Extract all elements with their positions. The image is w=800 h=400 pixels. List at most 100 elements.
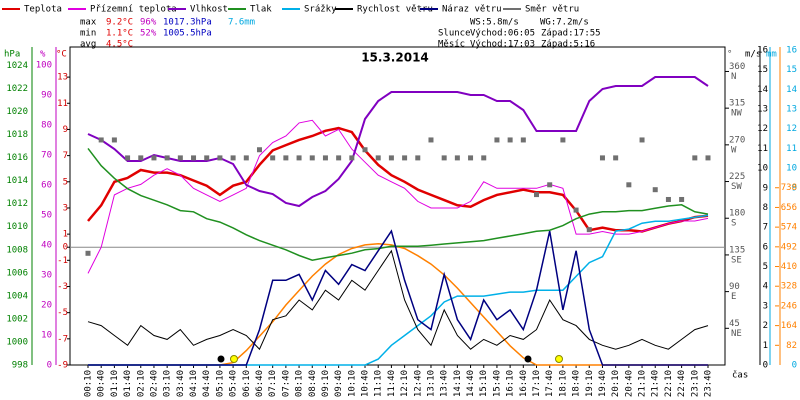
series-line xyxy=(88,229,708,366)
sun-info: Západ:17:55 xyxy=(541,29,601,39)
direction-dot xyxy=(573,207,579,213)
direction-dot xyxy=(177,155,183,161)
direction-dot xyxy=(111,137,117,143)
y-tick-label: 40 xyxy=(41,241,52,251)
y-tick-label: 1004 xyxy=(6,291,28,301)
x-tick-label: 16:10 xyxy=(506,370,516,397)
x-tick-label: 21:40 xyxy=(651,370,661,397)
moon-info: Západ:5:16 xyxy=(541,40,595,50)
axis-unit: ° xyxy=(727,50,732,60)
direction-dot xyxy=(441,155,447,161)
x-tick-label: 08:10 xyxy=(295,370,305,397)
y-tick-label: 60 xyxy=(41,181,52,191)
y-tick-label: 82 xyxy=(786,341,797,351)
direction-dot xyxy=(349,155,355,161)
y-tick-label: 90 xyxy=(729,282,740,292)
y-tick-label: 20 xyxy=(41,301,52,311)
y-tick-label: 11 xyxy=(786,144,797,154)
wind-info: WS:5.8m/s xyxy=(470,18,519,28)
direction-dot xyxy=(85,250,91,256)
direction-dot xyxy=(468,155,474,161)
y-tick-label: 13 xyxy=(757,105,768,115)
direction-dot xyxy=(507,137,513,143)
x-tick-label: 05:40 xyxy=(229,370,239,397)
direction-dot xyxy=(520,137,526,143)
y-tick-label: 1002 xyxy=(6,314,28,324)
x-tick-label: 02:40 xyxy=(149,370,159,397)
sun-icon xyxy=(230,355,238,363)
direction-dot xyxy=(428,137,434,143)
direction-dot xyxy=(230,155,236,161)
direction-dot xyxy=(454,155,460,161)
legend-label: Teplota xyxy=(24,5,62,15)
direction-dot xyxy=(151,155,157,161)
direction-dot xyxy=(191,155,197,161)
x-tick-label: 00:10 xyxy=(84,370,94,397)
x-tick-label: 15:40 xyxy=(492,370,502,397)
y-tick-label: 1020 xyxy=(6,107,28,117)
y-tick-name: N xyxy=(731,72,736,82)
y-tick-label: 1014 xyxy=(6,176,28,186)
direction-dot xyxy=(125,155,131,161)
x-tick-label: 14:10 xyxy=(453,370,463,397)
x-tick-label: 22:40 xyxy=(677,370,687,397)
x-tick-label: 12:40 xyxy=(413,370,423,397)
direction-dot xyxy=(256,147,262,153)
y-tick-label: 1022 xyxy=(6,84,28,94)
stat: 1005.5hPa xyxy=(163,29,212,39)
direction-dot xyxy=(534,192,540,198)
y-tick-name: NW xyxy=(731,109,742,119)
direction-dot xyxy=(243,155,249,161)
y-tick-label: 12 xyxy=(786,124,797,134)
direction-dot xyxy=(652,187,658,193)
y-tick-label: 0 xyxy=(47,361,52,371)
y-tick-label: 246 xyxy=(781,301,797,311)
direction-dot xyxy=(336,155,342,161)
stat: 4.5°C xyxy=(106,40,133,50)
x-tick-label: 13:40 xyxy=(440,370,450,397)
direction-dot xyxy=(322,155,328,161)
x-tick-label: 04:40 xyxy=(202,370,212,397)
direction-dot xyxy=(547,182,553,188)
direction-dot xyxy=(415,155,421,161)
y-tick-label: 16 xyxy=(757,45,768,55)
y-tick-label: -1 xyxy=(57,256,68,266)
y-tick-label: 100 xyxy=(36,61,52,71)
chart-title: 15.3.2014 xyxy=(361,51,429,65)
stat: 52% xyxy=(140,29,157,39)
y-tick-label: 1010 xyxy=(6,222,28,232)
y-tick-label: 9 xyxy=(63,125,68,135)
series-line xyxy=(87,119,709,274)
series-line xyxy=(87,249,709,351)
y-tick-label: 3 xyxy=(763,301,768,311)
y-tick-label: 135 xyxy=(729,245,745,255)
direction-dot xyxy=(599,155,605,161)
x-tick-label: 01:10 xyxy=(110,370,120,397)
stat: min xyxy=(80,29,96,39)
y-tick-label: 225 xyxy=(729,172,745,182)
x-tick-label: 01:40 xyxy=(123,370,133,397)
direction-dot xyxy=(270,155,276,161)
wind-info: WG:7.2m/s xyxy=(540,18,589,28)
y-tick-label: 656 xyxy=(781,203,797,213)
y-tick-label: 270 xyxy=(729,135,745,145)
y-tick-name: NE xyxy=(731,329,742,339)
y-tick-label: 2 xyxy=(763,321,768,331)
y-tick-label: 10 xyxy=(786,164,797,174)
y-tick-label: 360 xyxy=(729,62,745,72)
direction-dot xyxy=(204,155,210,161)
x-tick-label: 09:40 xyxy=(334,370,344,397)
x-tick-label: 17:40 xyxy=(545,370,555,397)
y-tick-label: 14 xyxy=(757,85,768,95)
x-tick-label: 12:10 xyxy=(400,370,410,397)
y-tick-label: 9 xyxy=(792,183,797,193)
x-tick-label: 03:40 xyxy=(176,370,186,397)
y-tick-label: 328 xyxy=(781,282,797,292)
x-tick-label: 07:40 xyxy=(281,370,291,397)
direction-dot xyxy=(639,137,645,143)
axis-unit: m/s xyxy=(745,50,761,60)
y-tick-label: 9 xyxy=(763,183,768,193)
moon-info: Měsíc xyxy=(438,40,465,50)
x-tick-label: 19:10 xyxy=(585,370,595,397)
